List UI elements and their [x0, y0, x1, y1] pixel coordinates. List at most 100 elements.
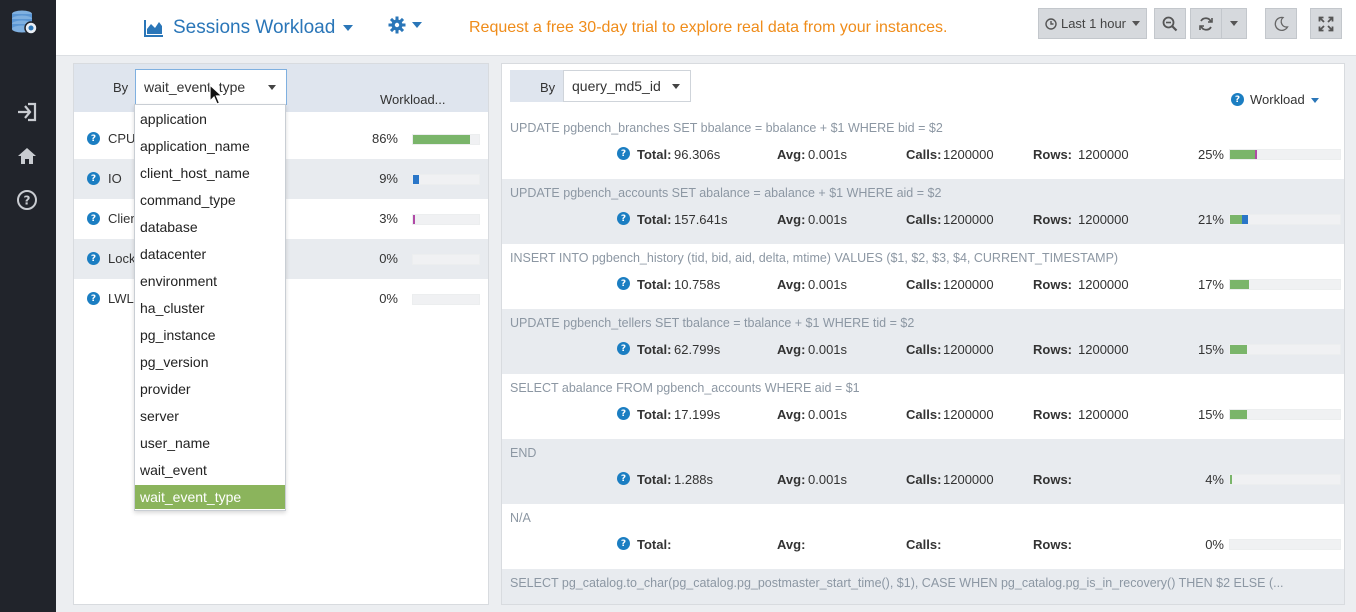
area-chart-icon [144, 19, 164, 37]
wait-event-row[interactable]: ? CPU 86% [74, 119, 488, 159]
query-text[interactable]: SELECT pg_catalog.to_char(pg_catalog.pg_… [510, 576, 1284, 590]
dropdown-option[interactable]: server [140, 408, 179, 424]
query-group-by-select[interactable]: query_md5_id [563, 70, 691, 102]
help-icon[interactable]: ? [87, 172, 100, 185]
help-icon[interactable]: ? [617, 147, 630, 160]
time-range-button[interactable]: Last 1 hour [1038, 8, 1147, 39]
query-row[interactable]: END? Total: 1.288s Avg: 0.001s Calls: 1200000 R… [502, 439, 1344, 504]
expand-icon [1318, 16, 1334, 32]
workload-percent: 15% [1197, 342, 1224, 357]
rows-label: Rows: [1033, 212, 1072, 227]
help-icon[interactable]: ? [16, 189, 38, 211]
wait-event-percent: 3% [379, 211, 398, 226]
workload-bar [412, 214, 480, 225]
wait-event-name: Lock [108, 251, 136, 266]
help-icon[interactable]: ? [617, 277, 630, 290]
dropdown-option[interactable]: wait_event_type [135, 485, 285, 509]
dropdown-option[interactable]: client_host_name [140, 165, 250, 181]
query-row[interactable]: SELECT pg_catalog.to_char(pg_catalog.pg_… [502, 569, 1344, 604]
calls-label: Calls: [906, 537, 942, 552]
help-icon[interactable]: ? [87, 132, 100, 145]
zoom-out-button[interactable] [1154, 8, 1186, 39]
dropdown-option[interactable]: pg_instance [140, 327, 216, 343]
dropdown-option[interactable]: database [140, 219, 198, 235]
dropdown-option[interactable]: ha_cluster [140, 300, 205, 316]
settings-dropdown[interactable] [388, 16, 422, 34]
dropdown-option[interactable]: environment [140, 273, 218, 289]
workload-bar [1229, 344, 1341, 355]
dashboard-title-dropdown[interactable]: Sessions Workload [144, 15, 354, 41]
dropdown-option[interactable]: provider [140, 381, 191, 397]
dropdown-option[interactable]: application [140, 111, 207, 127]
workload-percent: 21% [1197, 212, 1224, 227]
query-row[interactable]: SELECT abalance FROM pgbench_accounts WH… [502, 374, 1344, 439]
query-row[interactable]: N/A? Total: Avg: Calls: Rows: 0% [502, 504, 1344, 569]
wait-event-name: IO [108, 171, 122, 186]
help-icon[interactable]: ? [617, 407, 630, 420]
help-icon[interactable]: ? [87, 212, 100, 225]
dark-mode-button[interactable] [1265, 8, 1297, 39]
refresh-button[interactable] [1190, 8, 1222, 39]
dashboard-title: Sessions Workload [173, 17, 336, 38]
moon-icon [1273, 16, 1289, 32]
query-panel: By query_md5_id ? Workload UPDATE pgbenc… [501, 63, 1345, 605]
query-text[interactable]: INSERT INTO pgbench_history (tid, bid, a… [510, 251, 1119, 265]
total-value: 62.799s [674, 342, 721, 357]
help-icon[interactable]: ? [617, 537, 630, 550]
query-stats: ? Total: 10.758s Avg: 0.001s Calls: 1200000 Row… [502, 275, 1344, 293]
help-icon[interactable]: ? [617, 342, 630, 355]
total-label: Total: [637, 537, 672, 552]
query-row[interactable]: INSERT INTO pgbench_history (tid, bid, a… [502, 244, 1344, 309]
help-icon[interactable]: ? [617, 472, 630, 485]
wait-event-row[interactable]: ? Client 3% [74, 199, 488, 239]
total-value: 157.641s [674, 212, 728, 227]
query-workload-header[interactable]: ? Workload [1231, 92, 1319, 107]
workload-bar [1229, 539, 1341, 550]
trial-link[interactable]: Request a free 30-day trial to explore r… [469, 19, 948, 36]
gear-icon [388, 16, 406, 34]
dropdown-option[interactable]: pg_version [140, 354, 209, 370]
refresh-icon [1198, 16, 1214, 32]
chevron-down-icon [412, 22, 422, 28]
query-text[interactable]: UPDATE pgbench_accounts SET abalance = a… [510, 186, 942, 200]
calls-value: 1200000 [943, 147, 994, 162]
total-label: Total: [637, 472, 672, 487]
total-value: 10.758s [674, 277, 721, 292]
group-by-label: By [113, 80, 129, 95]
top-bar: Sessions Workload Request a free 30-day … [56, 0, 1356, 56]
avg-label: Avg: [777, 277, 806, 292]
chevron-down-icon [1132, 21, 1141, 26]
calls-label: Calls: [906, 212, 942, 227]
refresh-options-button[interactable] [1221, 8, 1247, 39]
query-stats: ? Total: 17.199s Avg: 0.001s Calls: 1200000 Row… [502, 405, 1344, 423]
query-text[interactable]: END [510, 446, 537, 460]
fullscreen-button[interactable] [1310, 8, 1342, 39]
help-icon[interactable]: ? [87, 252, 100, 265]
workload-bar-segment [1255, 150, 1258, 159]
dropdown-option[interactable]: datacenter [140, 246, 207, 262]
dropdown-option[interactable]: application_name [140, 138, 250, 154]
workload-percent: 25% [1197, 147, 1224, 162]
help-icon[interactable]: ? [87, 292, 100, 305]
workload-percent: 15% [1197, 407, 1224, 422]
query-stats: ? Total: 157.641s Avg: 0.001s Calls: 1200000 Ro… [502, 210, 1344, 228]
sign-in-icon[interactable] [16, 101, 38, 123]
app-logo-icon[interactable] [9, 8, 39, 38]
query-text[interactable]: SELECT abalance FROM pgbench_accounts WH… [510, 381, 860, 395]
home-icon[interactable] [16, 145, 38, 167]
wait-event-name: CPU [108, 131, 136, 146]
workload-bar-segment [1230, 475, 1233, 484]
query-text[interactable]: N/A [510, 511, 531, 525]
query-row[interactable]: UPDATE pgbench_accounts SET abalance = a… [502, 179, 1344, 244]
workload-bar [412, 294, 480, 305]
dropdown-option[interactable]: wait_event [140, 462, 207, 478]
dropdown-option[interactable]: user_name [140, 435, 211, 451]
query-row[interactable]: UPDATE pgbench_branches SET bbalance = b… [502, 114, 1344, 179]
query-text[interactable]: UPDATE pgbench_branches SET bbalance = b… [510, 121, 943, 135]
help-icon[interactable]: ? [617, 212, 630, 225]
dropdown-option[interactable]: command_type [140, 192, 236, 208]
query-row[interactable]: UPDATE pgbench_tellers SET tbalance = tb… [502, 309, 1344, 374]
workload-column-header[interactable]: Workload... [380, 92, 446, 107]
workload-percent: 0% [1205, 537, 1224, 552]
query-text[interactable]: UPDATE pgbench_tellers SET tbalance = tb… [510, 316, 915, 330]
